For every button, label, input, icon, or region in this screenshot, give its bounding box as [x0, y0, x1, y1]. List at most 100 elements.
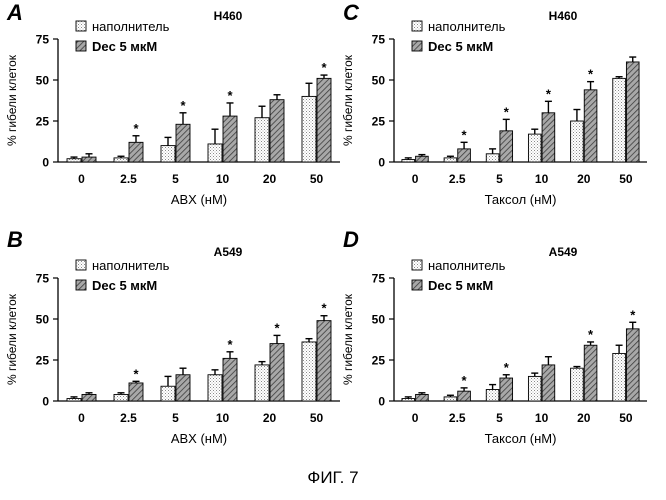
legend-label: наполнитель: [92, 258, 170, 273]
bar-dec: [458, 149, 471, 162]
panel-d: DA5490255075% гибели клеток0*2.5*510*20*…: [341, 227, 647, 446]
bar-vehicle: [402, 160, 415, 162]
x-tick-label: 5: [496, 172, 503, 186]
bar-vehicle: [208, 144, 222, 162]
figure: AH4600255075% гибели клеток0*2.5*5*1020*…: [0, 0, 666, 470]
y-tick-label: 0: [378, 156, 385, 170]
panel-c: CH4600255075% гибели клеток0*2.5*5*10*20…: [341, 0, 647, 207]
bar-dec: [129, 383, 143, 401]
panel-letter: B: [7, 227, 23, 252]
bar-vehicle: [528, 376, 541, 401]
x-tick-label: 2.5: [120, 411, 137, 425]
bar-vehicle: [255, 118, 269, 162]
bar-dec: [500, 131, 513, 162]
legend-swatch-vehicle: [76, 260, 86, 270]
y-tick-label: 25: [36, 115, 50, 129]
bar-vehicle: [444, 158, 457, 162]
bar-dec: [129, 142, 143, 162]
significance-mark: *: [274, 320, 280, 335]
bar-vehicle: [302, 96, 316, 162]
y-tick-label: 0: [378, 395, 385, 409]
legend-label: Dec 5 мкМ: [428, 39, 493, 54]
chart-title: H460: [214, 9, 243, 23]
panel-letter: A: [6, 0, 23, 25]
bar-vehicle: [613, 353, 626, 401]
significance-mark: *: [504, 360, 510, 375]
bar-vehicle: [161, 386, 175, 401]
y-tick-label: 50: [372, 74, 386, 88]
bar-dec: [82, 394, 96, 401]
x-tick-label: 50: [310, 411, 324, 425]
bar-vehicle: [302, 342, 316, 401]
bar-dec: [542, 113, 555, 162]
x-axis-label: ABX (нМ): [171, 192, 227, 207]
panel-letter: D: [343, 227, 359, 252]
bar-vehicle: [114, 158, 128, 162]
legend-swatch-vehicle: [76, 21, 86, 31]
panel-letter: C: [343, 0, 360, 25]
chart-title: H460: [549, 9, 578, 23]
x-tick-label: 50: [619, 411, 633, 425]
bar-dec: [458, 391, 471, 401]
bar-vehicle: [571, 368, 584, 401]
bar-vehicle: [161, 146, 175, 162]
bar-dec: [270, 100, 284, 162]
y-tick-label: 75: [36, 272, 50, 286]
x-tick-label: 20: [577, 411, 591, 425]
y-axis-label: % гибели клеток: [341, 54, 355, 146]
bar-dec: [223, 116, 237, 162]
x-tick-label: 0: [412, 411, 419, 425]
significance-mark: *: [227, 88, 233, 103]
x-tick-label: 10: [216, 411, 230, 425]
legend-swatch-dec: [76, 280, 86, 290]
x-tick-label: 5: [172, 172, 179, 186]
x-tick-label: 20: [263, 411, 277, 425]
x-axis-label: Таксол (нМ): [485, 192, 557, 207]
bar-vehicle: [528, 134, 541, 162]
bar-dec: [584, 345, 597, 401]
bar-dec: [317, 78, 331, 162]
legend-swatch-vehicle: [412, 260, 422, 270]
y-tick-label: 75: [372, 33, 386, 47]
x-axis-label: ABX (нМ): [171, 431, 227, 446]
significance-mark: *: [180, 98, 186, 113]
bar-vehicle: [67, 159, 81, 162]
y-tick-label: 25: [372, 354, 386, 368]
significance-mark: *: [321, 60, 327, 75]
legend-label: наполнитель: [428, 19, 506, 34]
bar-vehicle: [402, 399, 415, 401]
legend-swatch-dec: [412, 280, 422, 290]
x-tick-label: 10: [216, 172, 230, 186]
bar-dec: [584, 90, 597, 162]
significance-mark: *: [462, 373, 468, 388]
bar-vehicle: [486, 154, 499, 162]
y-tick-label: 25: [36, 354, 50, 368]
y-axis-label: % гибели клеток: [341, 293, 355, 385]
x-tick-label: 10: [535, 172, 549, 186]
y-tick-label: 75: [372, 272, 386, 286]
x-tick-label: 0: [78, 411, 85, 425]
x-tick-label: 5: [172, 411, 179, 425]
bar-dec: [82, 157, 96, 162]
y-tick-label: 25: [372, 115, 386, 129]
x-axis-label: Таксол (нМ): [485, 431, 557, 446]
y-tick-label: 75: [36, 33, 50, 47]
significance-mark: *: [133, 121, 139, 136]
x-tick-label: 10: [535, 411, 549, 425]
x-tick-label: 20: [263, 172, 277, 186]
chart-title: A549: [214, 245, 243, 259]
legend-label: Dec 5 мкМ: [92, 39, 157, 54]
x-tick-label: 20: [577, 172, 591, 186]
bar-dec: [223, 358, 237, 401]
x-tick-label: 0: [78, 172, 85, 186]
bar-dec: [176, 375, 190, 401]
significance-mark: *: [133, 366, 139, 381]
bar-vehicle: [255, 365, 269, 401]
bar-vehicle: [486, 390, 499, 401]
x-tick-label: 0: [412, 172, 419, 186]
panel-b: BA5490255075% гибели клеток0*2.55*10*20*…: [5, 227, 340, 446]
bar-vehicle: [613, 78, 626, 162]
bar-dec: [176, 124, 190, 162]
bar-dec: [416, 156, 429, 162]
bar-vehicle: [67, 399, 81, 401]
